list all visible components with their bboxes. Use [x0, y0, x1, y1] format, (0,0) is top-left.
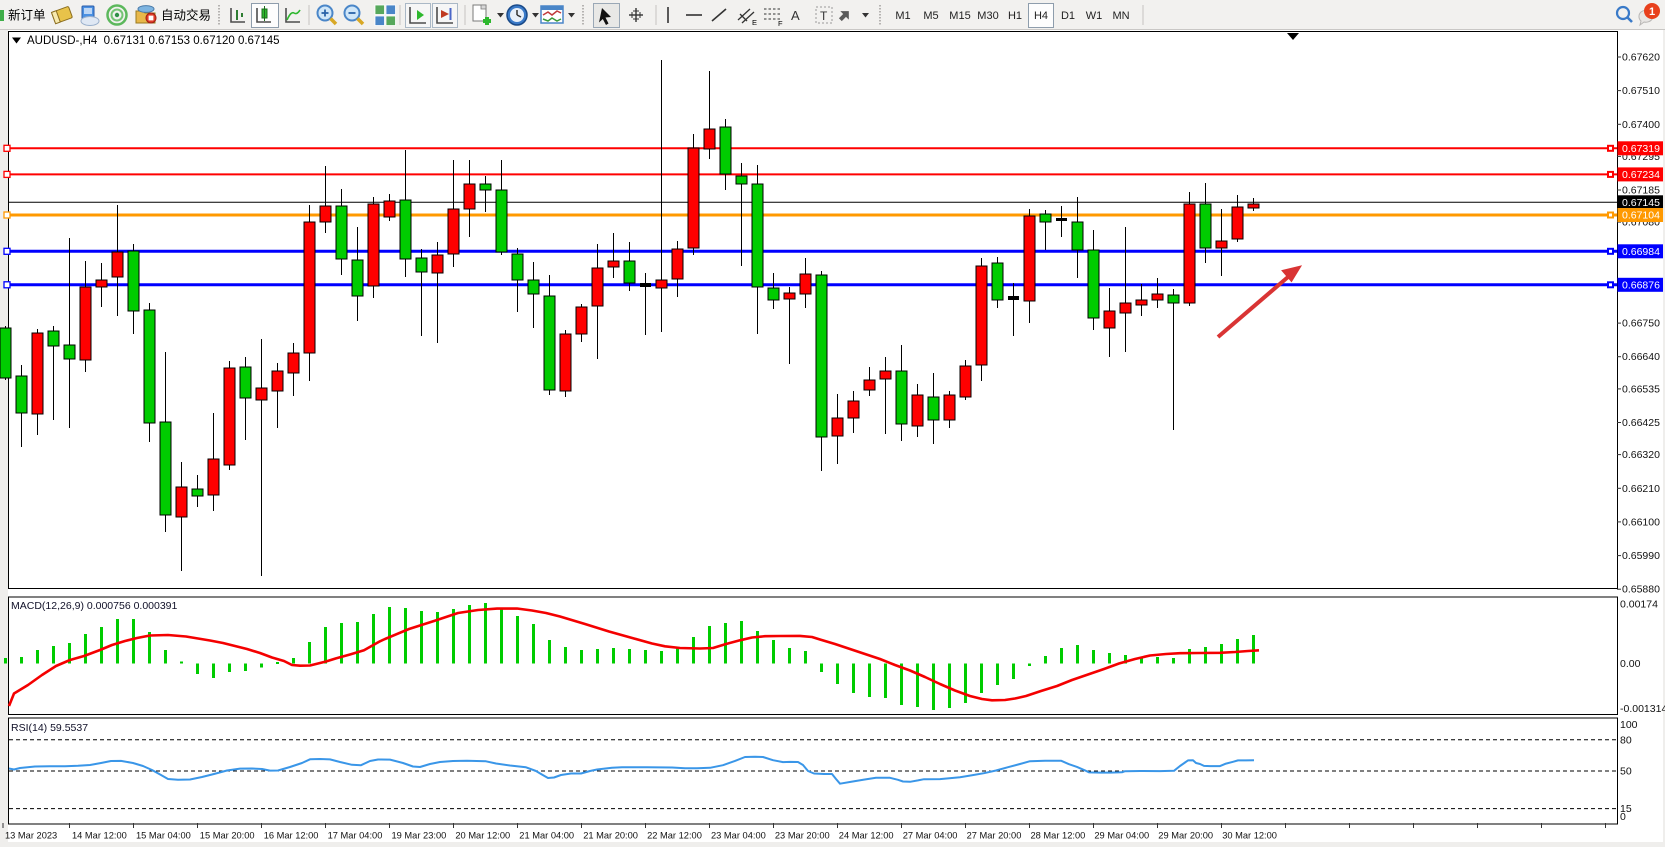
svg-text:0.65990: 0.65990: [1622, 550, 1660, 562]
svg-text:0.67234: 0.67234: [1622, 169, 1660, 181]
svg-text:W1: W1: [1086, 10, 1103, 22]
svg-text:0.66984: 0.66984: [1622, 246, 1660, 258]
svg-text:新订单: 新订单: [8, 8, 46, 23]
svg-text:-0.001314: -0.001314: [1620, 703, 1665, 715]
svg-text:30 Mar 12:00: 30 Mar 12:00: [1222, 831, 1277, 841]
svg-text:27 Mar 04:00: 27 Mar 04:00: [903, 831, 958, 841]
svg-text:MACD(12,26,9) 0.000756 0.00039: MACD(12,26,9) 0.000756 0.000391: [11, 600, 178, 612]
svg-text:M15: M15: [949, 10, 970, 22]
svg-text:0.66320: 0.66320: [1622, 449, 1660, 461]
svg-text:1: 1: [1649, 6, 1655, 18]
svg-text:0.67185: 0.67185: [1622, 185, 1660, 197]
svg-text:0.66640: 0.66640: [1622, 351, 1660, 363]
svg-text:AUDUSD-,H4 0.67131 0.67153 0.: AUDUSD-,H4 0.67131 0.67153 0.67120 0.671…: [27, 35, 280, 47]
svg-text:0.66876: 0.66876: [1622, 279, 1660, 291]
svg-text:0.00174: 0.00174: [1620, 599, 1658, 611]
svg-text:22 Mar 12:00: 22 Mar 12:00: [647, 831, 702, 841]
svg-text:20 Mar 12:00: 20 Mar 12:00: [455, 831, 510, 841]
svg-text:0.66100: 0.66100: [1622, 516, 1660, 528]
svg-text:16 Mar 12:00: 16 Mar 12:00: [264, 831, 319, 841]
svg-text:0.67400: 0.67400: [1622, 119, 1660, 131]
svg-text:0.67620: 0.67620: [1622, 52, 1660, 64]
svg-text:0.65880: 0.65880: [1622, 584, 1660, 596]
svg-text:自动交易: 自动交易: [161, 8, 211, 23]
svg-text:15: 15: [1620, 803, 1632, 815]
svg-text:24 Mar 12:00: 24 Mar 12:00: [839, 831, 894, 841]
svg-text:0.67319: 0.67319: [1622, 143, 1660, 155]
svg-text:13 Mar 2023: 13 Mar 2023: [5, 831, 57, 841]
svg-text:F: F: [778, 19, 783, 28]
svg-text:15 Mar 04:00: 15 Mar 04:00: [136, 831, 191, 841]
svg-text:0.67510: 0.67510: [1622, 85, 1660, 97]
svg-text:50: 50: [1620, 766, 1632, 778]
svg-text:80: 80: [1620, 734, 1632, 746]
svg-text:0.00: 0.00: [1620, 658, 1641, 670]
svg-text:17 Mar 04:00: 17 Mar 04:00: [328, 831, 383, 841]
svg-text:23 Mar 04:00: 23 Mar 04:00: [711, 831, 766, 841]
svg-text:29 Mar 20:00: 29 Mar 20:00: [1158, 831, 1213, 841]
svg-text:0.66535: 0.66535: [1622, 383, 1660, 395]
svg-text:M30: M30: [977, 10, 998, 22]
svg-text:15 Mar 20:00: 15 Mar 20:00: [200, 831, 255, 841]
svg-text:D1: D1: [1061, 10, 1075, 22]
svg-text:E: E: [752, 18, 757, 27]
svg-text:0.66210: 0.66210: [1622, 483, 1660, 495]
svg-text:MN: MN: [1112, 10, 1129, 22]
svg-text:23 Mar 20:00: 23 Mar 20:00: [775, 831, 830, 841]
svg-text:M1: M1: [895, 10, 910, 22]
svg-text:19 Mar 23:00: 19 Mar 23:00: [392, 831, 447, 841]
svg-text:RSI(14) 59.5537: RSI(14) 59.5537: [11, 722, 88, 734]
svg-text:A: A: [791, 8, 800, 23]
svg-text:14 Mar 12:00: 14 Mar 12:00: [72, 831, 127, 841]
svg-text:0.67104: 0.67104: [1622, 210, 1660, 222]
svg-text:M5: M5: [923, 10, 938, 22]
svg-text:29 Mar 04:00: 29 Mar 04:00: [1094, 831, 1149, 841]
svg-text:27 Mar 20:00: 27 Mar 20:00: [967, 831, 1022, 841]
svg-text:0: 0: [1620, 811, 1626, 823]
svg-text:H1: H1: [1008, 10, 1022, 22]
svg-text:0.67145: 0.67145: [1622, 197, 1660, 209]
svg-text:21 Mar 20:00: 21 Mar 20:00: [583, 831, 638, 841]
svg-text:H4: H4: [1034, 10, 1048, 22]
svg-text:100: 100: [1620, 719, 1638, 731]
svg-text:28 Mar 12:00: 28 Mar 12:00: [1031, 831, 1086, 841]
svg-text:21 Mar 04:00: 21 Mar 04:00: [519, 831, 574, 841]
svg-text:0.66425: 0.66425: [1622, 417, 1660, 429]
svg-text:T: T: [820, 9, 828, 23]
svg-text:0.66750: 0.66750: [1622, 318, 1660, 330]
